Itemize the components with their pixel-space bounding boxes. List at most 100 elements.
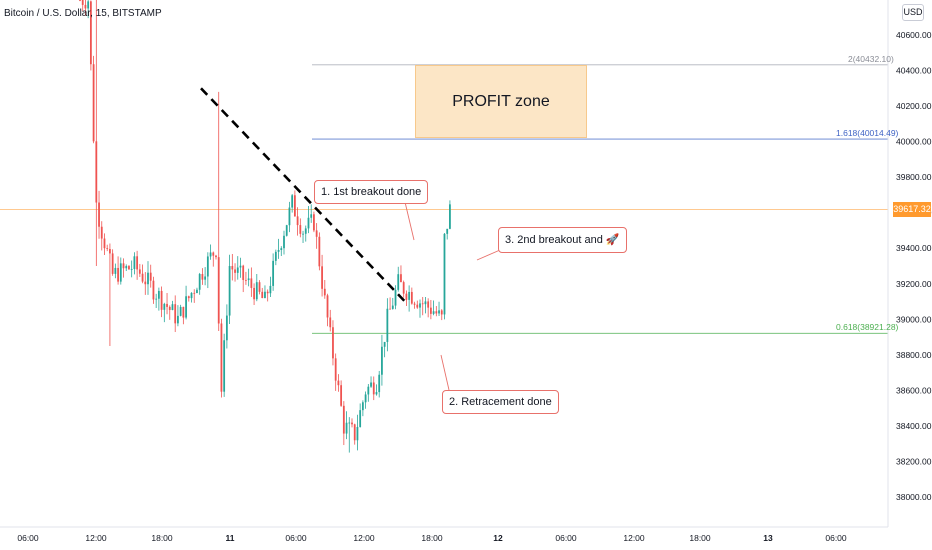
x-tick-label-8: 06:00 [555, 533, 577, 543]
candle-body [157, 290, 160, 299]
pointer-retracement [440, 354, 450, 391]
candle-body [177, 315, 179, 324]
pointer-second-breakout [476, 249, 501, 261]
candle-body [111, 253, 114, 274]
candle-body [98, 202, 100, 227]
candle-body [435, 311, 438, 314]
candle-body [261, 291, 264, 298]
candle-body [149, 272, 152, 281]
candle-body [255, 282, 258, 300]
x-tick-label-10: 18:00 [689, 533, 711, 543]
candle-body [212, 252, 215, 256]
candle-body [253, 287, 255, 300]
candle-body [364, 394, 367, 403]
candle-body [296, 216, 299, 226]
candle-body [356, 426, 359, 441]
candle-body [106, 248, 109, 250]
candle-body [223, 340, 226, 392]
trendline [200, 87, 406, 303]
x-tick-label-0: 06:00 [17, 533, 39, 543]
y-tick-label-1: 40400.00 [896, 66, 932, 76]
profit-zone-label: PROFIT zone [452, 92, 550, 110]
candle-body [332, 327, 334, 359]
candle-body [258, 282, 261, 292]
candle-body [138, 269, 141, 274]
candle-body [419, 303, 421, 308]
candle-body [245, 279, 247, 281]
candle-body [89, 1, 92, 65]
candle-body [402, 282, 405, 294]
x-tick-label-7: 12 [493, 533, 503, 543]
candle-body [274, 251, 277, 261]
y-tick-label-11: 38400.00 [896, 421, 932, 431]
x-tick-label-11: 13 [763, 533, 773, 543]
candle-body [307, 217, 310, 229]
candle-body [397, 274, 400, 290]
candle-body [266, 291, 269, 294]
candle-body [109, 249, 111, 254]
candle-body [291, 195, 294, 208]
candle-body [427, 301, 430, 308]
y-tick-label-4: 39800.00 [896, 172, 932, 182]
candle-body [326, 295, 329, 318]
candles [79, 0, 451, 453]
candle-body [280, 248, 283, 250]
candle-body [209, 252, 212, 257]
candle-body [446, 228, 449, 234]
annotation-retracement[interactable]: 2. Retracement done [442, 390, 559, 414]
candle-body [438, 310, 440, 314]
x-tick-label-2: 18:00 [151, 533, 173, 543]
candle-body [152, 280, 155, 300]
candle-body [250, 278, 253, 288]
candle-body [313, 214, 315, 231]
annotation-second-breakout[interactable]: 3. 2nd breakout and 🚀 [498, 227, 627, 253]
candle-body [449, 204, 451, 229]
candle-body [198, 274, 201, 290]
candle-body [405, 293, 408, 300]
candle-body [353, 424, 356, 441]
candle-body [351, 422, 353, 425]
candle-body [160, 290, 163, 310]
y-tick-label-9: 38800.00 [896, 350, 932, 360]
candle-body [421, 303, 424, 305]
candle-body [383, 341, 386, 347]
candle-body [288, 207, 291, 226]
candle-body [220, 323, 223, 392]
candle-body [117, 267, 119, 282]
candle-body [293, 195, 296, 217]
y-tick-label-6: 39400.00 [896, 243, 932, 253]
candle-body [100, 226, 103, 239]
candle-body [367, 386, 370, 395]
candle-body [359, 410, 362, 427]
candle-body [128, 266, 130, 270]
candle-body [196, 289, 198, 294]
candle-body [136, 256, 139, 270]
candle-body [236, 267, 239, 273]
candle-body [231, 266, 234, 270]
candle-body [337, 380, 340, 386]
candle-body [443, 233, 446, 315]
candle-body [166, 303, 168, 307]
x-tick-label-9: 12:00 [623, 533, 645, 543]
candle-body [285, 225, 288, 236]
x-tick-label-6: 18:00 [421, 533, 443, 543]
candle-body [217, 257, 220, 324]
candle-body [334, 358, 337, 381]
candle-body [228, 266, 231, 316]
y-tick-label-3: 40000.00 [896, 137, 932, 147]
candle-body [193, 292, 196, 294]
candle-body [394, 289, 397, 306]
candle-body [391, 305, 394, 309]
candle-body [370, 382, 372, 387]
profit-zone-box[interactable]: PROFIT zone [415, 65, 587, 138]
currency-button[interactable]: USD [902, 4, 924, 21]
annotation-first-breakout[interactable]: 1. 1st breakout done [314, 180, 429, 204]
candle-body [416, 304, 419, 308]
candle-body [119, 263, 122, 282]
x-tick-label-1: 12:00 [85, 533, 107, 543]
candle-body [348, 422, 351, 424]
candle-body [79, 0, 81, 1]
candle-body [323, 288, 326, 296]
candle-body [225, 315, 228, 341]
